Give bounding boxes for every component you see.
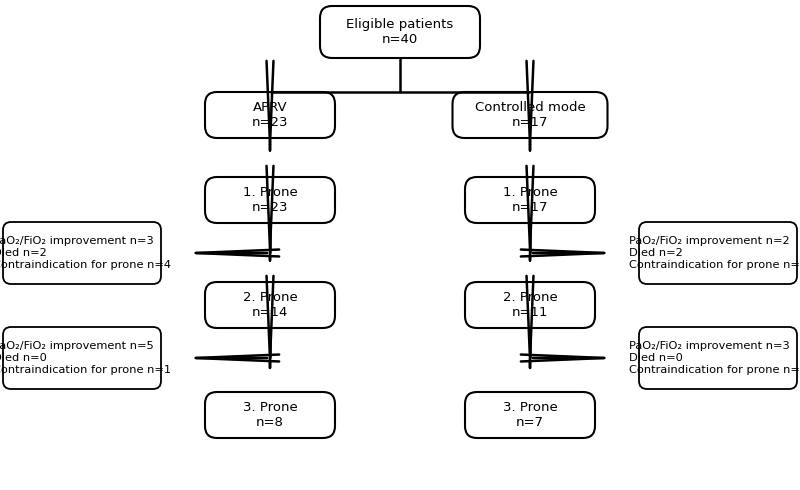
FancyBboxPatch shape bbox=[639, 327, 797, 389]
FancyBboxPatch shape bbox=[205, 282, 335, 328]
Text: Eligible patients
n=40: Eligible patients n=40 bbox=[346, 18, 454, 46]
Text: 1. Prone
n=23: 1. Prone n=23 bbox=[242, 186, 298, 214]
FancyBboxPatch shape bbox=[3, 327, 161, 389]
FancyBboxPatch shape bbox=[320, 6, 480, 58]
Text: PaO₂/FiO₂ improvement n=5
Died n=0
Contraindication for prone n=1: PaO₂/FiO₂ improvement n=5 Died n=0 Contr… bbox=[0, 342, 171, 374]
Text: APRV
n=23: APRV n=23 bbox=[252, 101, 288, 129]
FancyBboxPatch shape bbox=[453, 92, 607, 138]
Text: 1. Prone
n=17: 1. Prone n=17 bbox=[502, 186, 558, 214]
Text: 2. Prone
n=14: 2. Prone n=14 bbox=[242, 291, 298, 319]
FancyBboxPatch shape bbox=[3, 222, 161, 284]
Text: PaO₂/FiO₂ improvement n=2
Died n=2
Contraindication for prone n=2: PaO₂/FiO₂ improvement n=2 Died n=2 Contr… bbox=[629, 236, 800, 270]
Text: PaO₂/FiO₂ improvement n=3
Died n=2
Contraindication for prone n=4: PaO₂/FiO₂ improvement n=3 Died n=2 Contr… bbox=[0, 236, 171, 270]
FancyBboxPatch shape bbox=[465, 177, 595, 223]
FancyBboxPatch shape bbox=[205, 177, 335, 223]
Text: 3. Prone
n=8: 3. Prone n=8 bbox=[242, 401, 298, 429]
FancyBboxPatch shape bbox=[205, 392, 335, 438]
FancyBboxPatch shape bbox=[205, 92, 335, 138]
Text: PaO₂/FiO₂ improvement n=3
Died n=0
Contraindication for prone n=1: PaO₂/FiO₂ improvement n=3 Died n=0 Contr… bbox=[629, 342, 800, 374]
FancyBboxPatch shape bbox=[465, 392, 595, 438]
Text: 3. Prone
n=7: 3. Prone n=7 bbox=[502, 401, 558, 429]
FancyBboxPatch shape bbox=[639, 222, 797, 284]
Text: 2. Prone
n=11: 2. Prone n=11 bbox=[502, 291, 558, 319]
Text: Controlled mode
n=17: Controlled mode n=17 bbox=[474, 101, 586, 129]
FancyBboxPatch shape bbox=[465, 282, 595, 328]
